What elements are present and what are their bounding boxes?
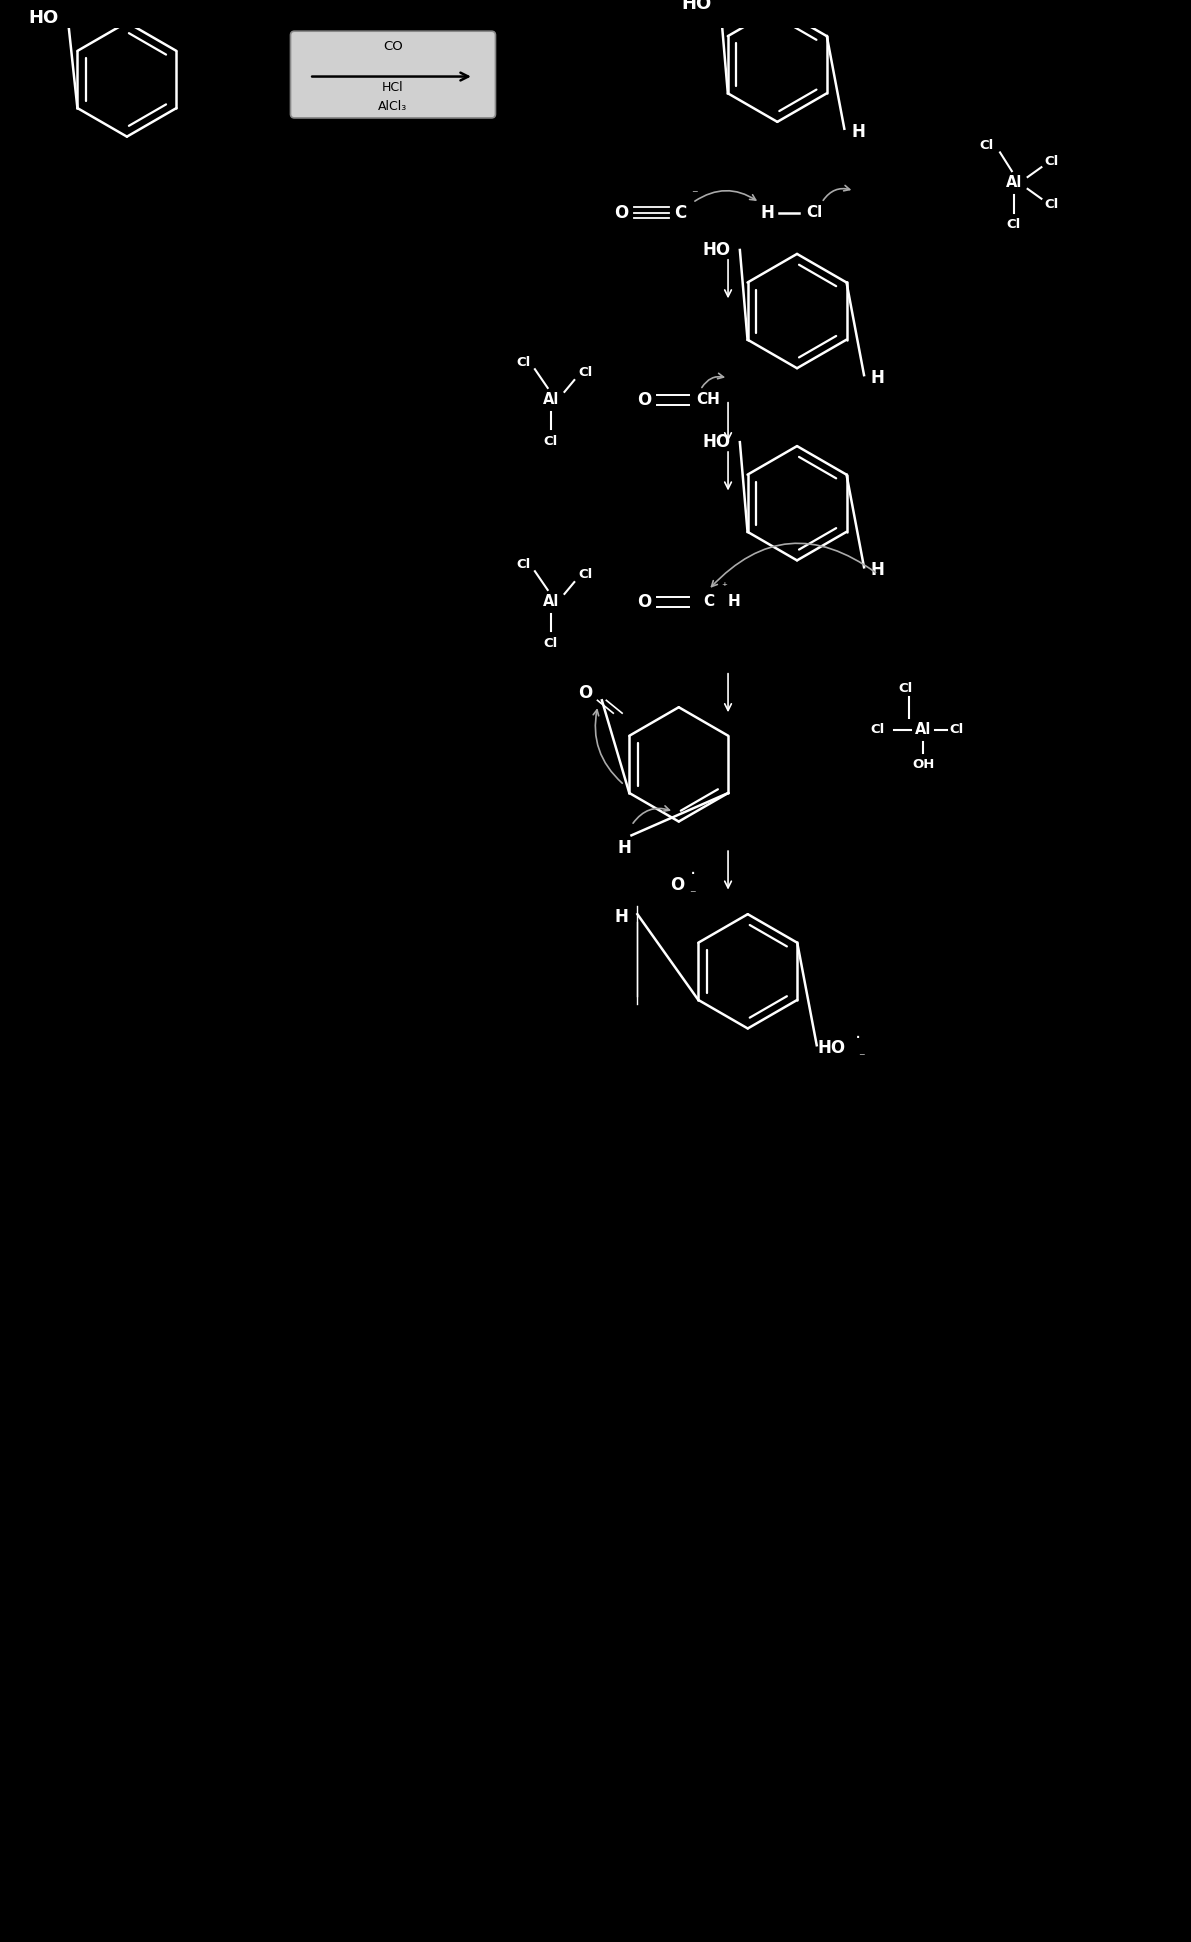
Text: Cl: Cl	[543, 435, 557, 449]
Text: CO: CO	[384, 41, 403, 54]
Text: HO: HO	[703, 241, 730, 258]
Text: Al: Al	[1005, 175, 1022, 190]
Text: ⁻: ⁻	[858, 1051, 865, 1064]
Text: O: O	[637, 592, 651, 612]
Text: Al: Al	[542, 392, 559, 408]
Text: Cl: Cl	[979, 140, 993, 151]
Text: O: O	[615, 204, 629, 221]
Text: Cl: Cl	[1045, 198, 1059, 212]
Text: Al: Al	[542, 594, 559, 610]
Text: ⁺: ⁺	[722, 583, 727, 592]
Text: Cl: Cl	[578, 567, 592, 581]
Text: O: O	[669, 876, 684, 893]
Text: HO: HO	[681, 0, 712, 12]
Text: CH: CH	[697, 392, 721, 408]
Text: ·: ·	[855, 1029, 861, 1049]
Text: Cl: Cl	[871, 722, 885, 736]
Text: Cl: Cl	[949, 722, 964, 736]
Text: C: C	[703, 594, 713, 610]
Text: ⁻: ⁻	[690, 887, 696, 901]
Text: H: H	[852, 122, 865, 140]
FancyBboxPatch shape	[291, 31, 495, 118]
Text: Cl: Cl	[543, 637, 557, 651]
Text: Cl: Cl	[1006, 218, 1021, 231]
Text: H: H	[728, 594, 741, 610]
Text: Al: Al	[915, 722, 931, 738]
Text: HCl: HCl	[382, 82, 404, 93]
Text: H: H	[618, 839, 631, 856]
Text: H: H	[871, 561, 885, 579]
Text: Cl: Cl	[516, 355, 530, 369]
Text: H: H	[761, 204, 774, 221]
Text: OH: OH	[912, 757, 935, 771]
Text: HO: HO	[703, 433, 730, 451]
Text: O: O	[578, 684, 592, 703]
Text: H: H	[871, 369, 885, 386]
Text: HO: HO	[817, 1039, 846, 1056]
Text: Cl: Cl	[1045, 155, 1059, 167]
Text: O: O	[637, 390, 651, 408]
Text: Cl: Cl	[806, 206, 823, 219]
Text: AlCl₃: AlCl₃	[379, 99, 407, 113]
Text: Cl: Cl	[578, 365, 592, 379]
Text: HO: HO	[29, 10, 58, 27]
Text: ⁻: ⁻	[691, 188, 698, 202]
Text: H: H	[615, 909, 629, 926]
Text: C: C	[674, 204, 687, 221]
Text: ·: ·	[690, 866, 696, 884]
Text: Cl: Cl	[516, 557, 530, 571]
Text: Cl: Cl	[898, 682, 912, 695]
